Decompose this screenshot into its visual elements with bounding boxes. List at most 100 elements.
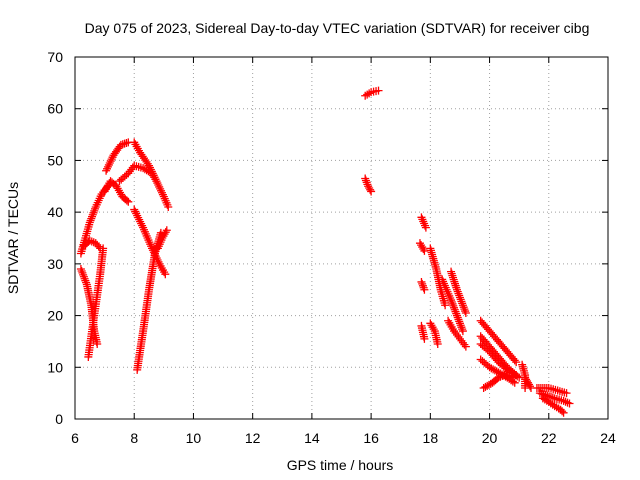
data-point (447, 267, 456, 276)
data-point (85, 218, 94, 227)
data-point (449, 301, 458, 310)
data-point (457, 297, 466, 306)
data-point (161, 228, 170, 237)
data-series-segment (521, 373, 536, 392)
data-point (361, 174, 370, 183)
data-point (441, 301, 450, 310)
data-point (145, 163, 154, 172)
data-point (558, 407, 567, 416)
data-point (420, 285, 429, 294)
data-point (559, 396, 568, 405)
data-point (455, 293, 464, 302)
data-point (453, 287, 462, 296)
data-point (461, 307, 470, 316)
x-tick-label: 6 (71, 430, 79, 446)
data-point (81, 276, 90, 285)
data-point (419, 244, 428, 253)
y-tick-label: 20 (47, 308, 63, 324)
y-tick-label: 40 (47, 204, 63, 220)
data-point (122, 196, 131, 205)
x-tick-label: 10 (186, 430, 202, 446)
data-point (156, 184, 165, 193)
data-series-segment (130, 138, 173, 211)
data-point (512, 358, 521, 367)
x-tick-label: 16 (363, 430, 379, 446)
plot-frame (74, 56, 609, 420)
data-point (559, 408, 568, 417)
x-tick-label: 24 (600, 430, 616, 446)
data-point (88, 210, 97, 219)
data-point (451, 279, 460, 288)
data-point (496, 372, 505, 381)
x-tick-label: 20 (482, 430, 498, 446)
data-series-segment (102, 138, 133, 175)
data-point (364, 182, 373, 191)
data-point (433, 340, 442, 349)
data-point (457, 323, 466, 332)
data-point (429, 325, 438, 334)
y-tick-label: 60 (47, 101, 63, 117)
data-point (90, 204, 99, 213)
data-series-segment (417, 277, 429, 294)
data-series-segment (361, 86, 383, 100)
data-point (79, 272, 88, 281)
data-point (147, 167, 156, 176)
data-series-segment (476, 316, 521, 367)
data-point (365, 89, 374, 98)
data-point (456, 321, 465, 330)
data-point (158, 190, 167, 199)
data-point (155, 182, 164, 191)
data-point (458, 301, 467, 310)
data-point (107, 155, 116, 164)
data-point (453, 313, 462, 322)
data-point (89, 208, 98, 217)
data-point (459, 303, 468, 312)
data-point (458, 299, 467, 308)
data-point (78, 268, 87, 277)
data-series-segment (417, 321, 429, 343)
data-point (362, 178, 371, 187)
data-point (157, 188, 166, 197)
data-series-segment (426, 244, 450, 310)
data-point (157, 186, 166, 195)
x-tick-label: 8 (130, 430, 138, 446)
data-point (461, 308, 470, 317)
data-point (146, 165, 155, 174)
data-point (418, 279, 427, 288)
data-series-segment (479, 371, 518, 392)
data-point (524, 378, 533, 387)
data-series-segment (538, 394, 568, 417)
data-point (526, 382, 535, 391)
data-series-segment (417, 213, 430, 232)
data-point (452, 309, 461, 318)
data-point (458, 327, 467, 336)
data-point (151, 175, 160, 184)
data-point (451, 307, 460, 316)
data-point (447, 297, 456, 306)
data-point (90, 206, 99, 215)
data-series-segment (444, 316, 470, 351)
data-series-segment (438, 275, 467, 336)
data-point (447, 269, 456, 278)
data-point (137, 219, 146, 228)
data-point (106, 157, 115, 166)
data-point (525, 380, 534, 389)
data-point (150, 173, 159, 182)
data-point (80, 274, 89, 283)
data-point (366, 185, 375, 194)
data-series-segment (447, 267, 470, 317)
data-point (149, 171, 158, 180)
data-point (450, 305, 459, 314)
data-point (452, 283, 461, 292)
data-point (124, 197, 133, 206)
data-point (361, 176, 370, 185)
data-point (131, 207, 140, 216)
data-point (94, 242, 103, 251)
data-series-segment (415, 239, 429, 255)
data-point (82, 278, 91, 287)
data-point (79, 270, 88, 279)
y-tick-label: 10 (47, 359, 63, 375)
data-point (456, 295, 465, 304)
data-series-segment (426, 319, 442, 349)
